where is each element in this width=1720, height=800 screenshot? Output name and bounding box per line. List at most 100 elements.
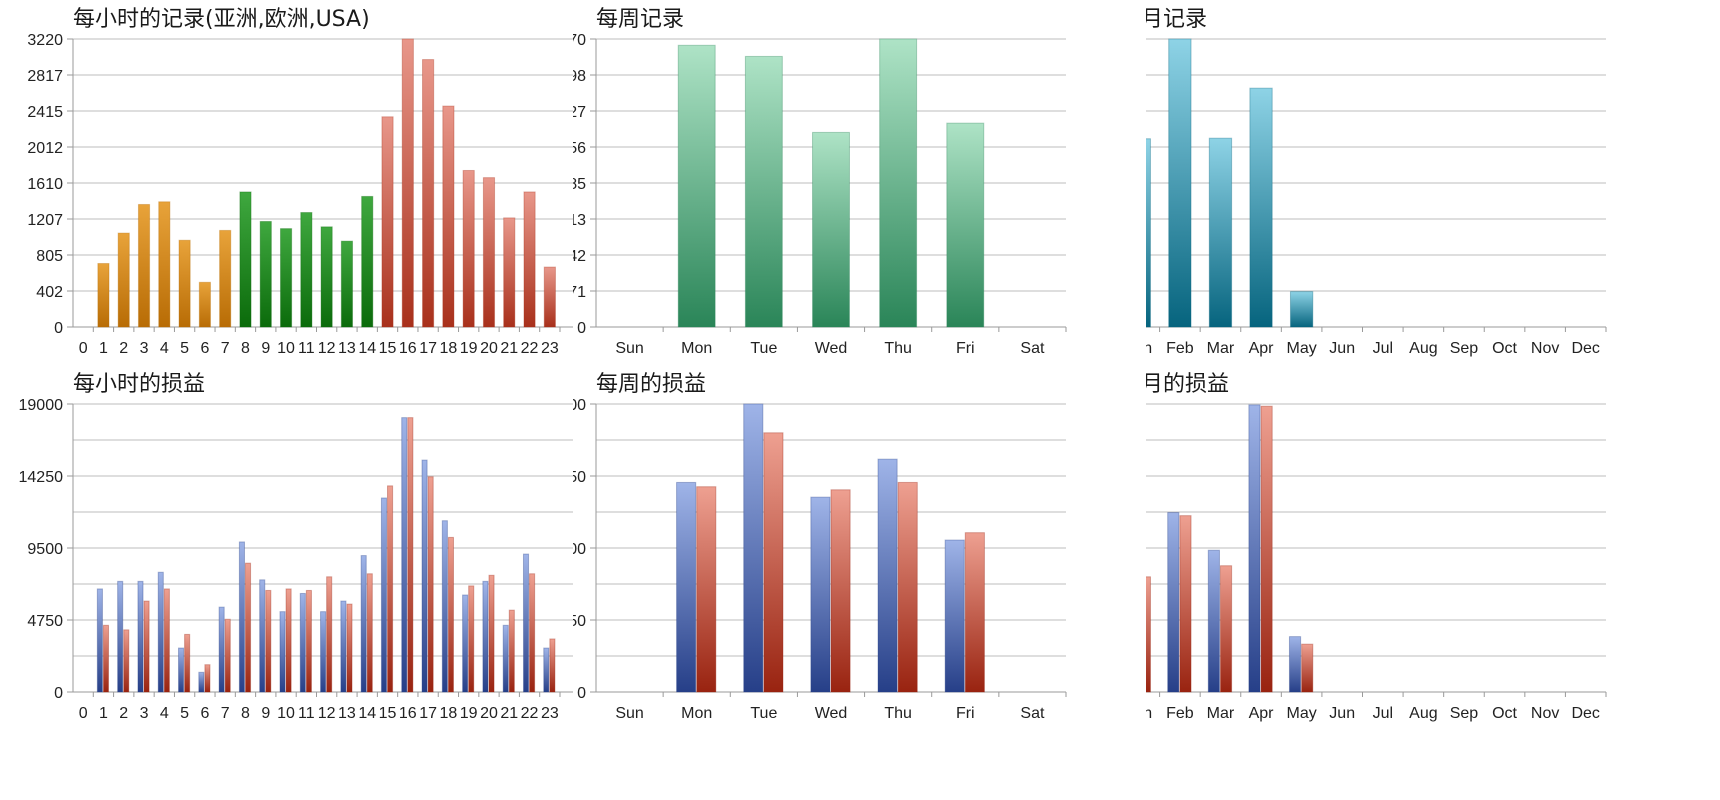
bar: [97, 262, 110, 328]
x-tick-label: 15: [379, 340, 397, 357]
y-tick-label: 47000: [573, 397, 586, 414]
y-tick-label: 11750: [573, 613, 586, 630]
x-tick-label: 18: [439, 340, 457, 357]
bar-series-2: [1260, 405, 1273, 693]
y-tick-label: 6798: [573, 68, 586, 85]
bar-series-2: [184, 633, 191, 693]
x-tick-label: Jun: [1329, 340, 1355, 357]
x-tick-label: Thu: [884, 705, 912, 722]
bar-series-1: [441, 520, 448, 693]
bar-series-1: [1288, 636, 1302, 693]
bar-series-1: [676, 481, 697, 693]
x-tick-label: Mon: [681, 705, 712, 722]
x-tick-label: 17: [419, 705, 437, 722]
bar-series-2: [143, 600, 150, 693]
chart-title: 每周的损益: [596, 372, 706, 397]
bar-series-1: [1248, 404, 1261, 693]
y-tick-label: 402: [36, 284, 63, 301]
y-tick-label: 805: [36, 248, 63, 265]
bar-series-1: [178, 647, 185, 693]
y-tick-label: 4856: [573, 140, 586, 157]
x-tick-label: 19: [460, 705, 478, 722]
x-tick-label: Nov: [1531, 340, 1559, 357]
bar: [279, 228, 293, 328]
x-tick-label: Fri: [956, 705, 975, 722]
chart-title: 每月的损益: [1146, 372, 1229, 397]
x-tick-label: 7: [221, 705, 230, 722]
bar-series-1: [137, 580, 144, 693]
x-tick-label: 2: [119, 340, 128, 357]
bar-series-1: [877, 458, 898, 693]
y-tick-label: 2817: [27, 68, 63, 85]
y-tick-label: 14250: [19, 469, 64, 486]
bar-series-2: [964, 532, 985, 693]
y-tick-label: 0: [54, 685, 63, 702]
bar: [1168, 38, 1192, 328]
chart-weekly-records: 每周记录 0 971 1942 2913 3885 4856 5827 6798 7770 Sun…: [573, 0, 1146, 400]
bar-series-2: [305, 589, 312, 693]
bar-series-1: [96, 588, 103, 693]
y-tick-label: 971: [573, 284, 586, 301]
y-tick-label: 0: [577, 320, 586, 337]
x-tick-label: Sep: [1450, 340, 1479, 357]
chart-svg: 每周记录 0 971 1942 2913 3885 4856 5827 6798 7770 Sun…: [573, 7, 1067, 357]
bar-series-1: [360, 555, 367, 693]
y-tick-label: 2012: [27, 140, 63, 157]
x-tick-label: 20: [480, 705, 498, 722]
x-tick-label: Aug: [1409, 705, 1437, 722]
x-tick-label: 4: [160, 340, 169, 357]
x-tick-label: 0: [79, 705, 88, 722]
x-tick-label: 9: [261, 340, 270, 357]
bar: [543, 266, 556, 328]
x-tick-label: 17: [419, 340, 437, 357]
x-tick-label: 3: [140, 340, 149, 357]
bar: [158, 201, 171, 328]
x-tick-label: Jul: [1373, 705, 1393, 722]
x-tick-label: 8: [241, 340, 250, 357]
bar-series-1: [522, 553, 530, 693]
bar: [523, 191, 536, 328]
bar-series-1: [743, 403, 764, 693]
x-tick-label: 4: [160, 705, 169, 722]
x-tick-label: Oct: [1492, 705, 1517, 722]
x-tick-label: 18: [439, 705, 457, 722]
bar-series-1: [462, 594, 469, 693]
y-tick-label: 2415: [27, 104, 63, 121]
bar-series-1: [279, 611, 286, 693]
bar-series-1: [1207, 549, 1220, 693]
bar: [381, 116, 394, 328]
x-tick-label: Wed: [815, 705, 848, 722]
chart-title: 每小时的损益: [73, 372, 205, 397]
x-tick-label: Dec: [1571, 705, 1599, 722]
x-tick-label: Nov: [1531, 705, 1559, 722]
bar-series-2: [468, 585, 475, 693]
y-tick-label: 4750: [27, 613, 63, 630]
x-tick-label: Mar: [1207, 340, 1235, 357]
bar-series-2: [696, 486, 717, 693]
y-tick-label: 19000: [19, 397, 64, 414]
x-tick-label: Jan: [1146, 340, 1152, 357]
y-tick-label: 3220: [27, 32, 63, 49]
bar: [1249, 87, 1273, 328]
bar: [401, 38, 414, 328]
x-tick-label: 10: [277, 705, 295, 722]
bar-series-1: [1167, 512, 1180, 693]
bar: [744, 55, 783, 328]
x-tick-label: Jun: [1329, 705, 1355, 722]
bar-series-2: [447, 536, 454, 693]
y-tick-label: 7770: [573, 32, 586, 49]
bar-series-2: [285, 588, 292, 693]
bar-series-2: [488, 574, 495, 693]
bar-series-2: [427, 476, 434, 693]
chart-hourly-profit-loss: 每小时的损益 0 4750 9500 14250 19000 0 1 2 3 4 5 6 7 8 9 10 11…: [0, 365, 573, 765]
x-tick-label: 12: [318, 340, 336, 357]
y-tick-label: 0: [577, 685, 586, 702]
bar-series-2: [1179, 515, 1192, 693]
bar-series-1: [340, 600, 347, 693]
bar: [442, 105, 455, 328]
chart-monthly-profit-loss: 每月的损益 016250325004875065000JanFebMarAprM…: [1146, 365, 1719, 765]
bar-series-2: [830, 489, 851, 693]
chart-svg: 每小时的记录(亚洲,欧洲,USA) 0402805120716102012241…: [27, 7, 573, 357]
bar: [340, 240, 354, 328]
bar-series-2: [102, 624, 110, 693]
